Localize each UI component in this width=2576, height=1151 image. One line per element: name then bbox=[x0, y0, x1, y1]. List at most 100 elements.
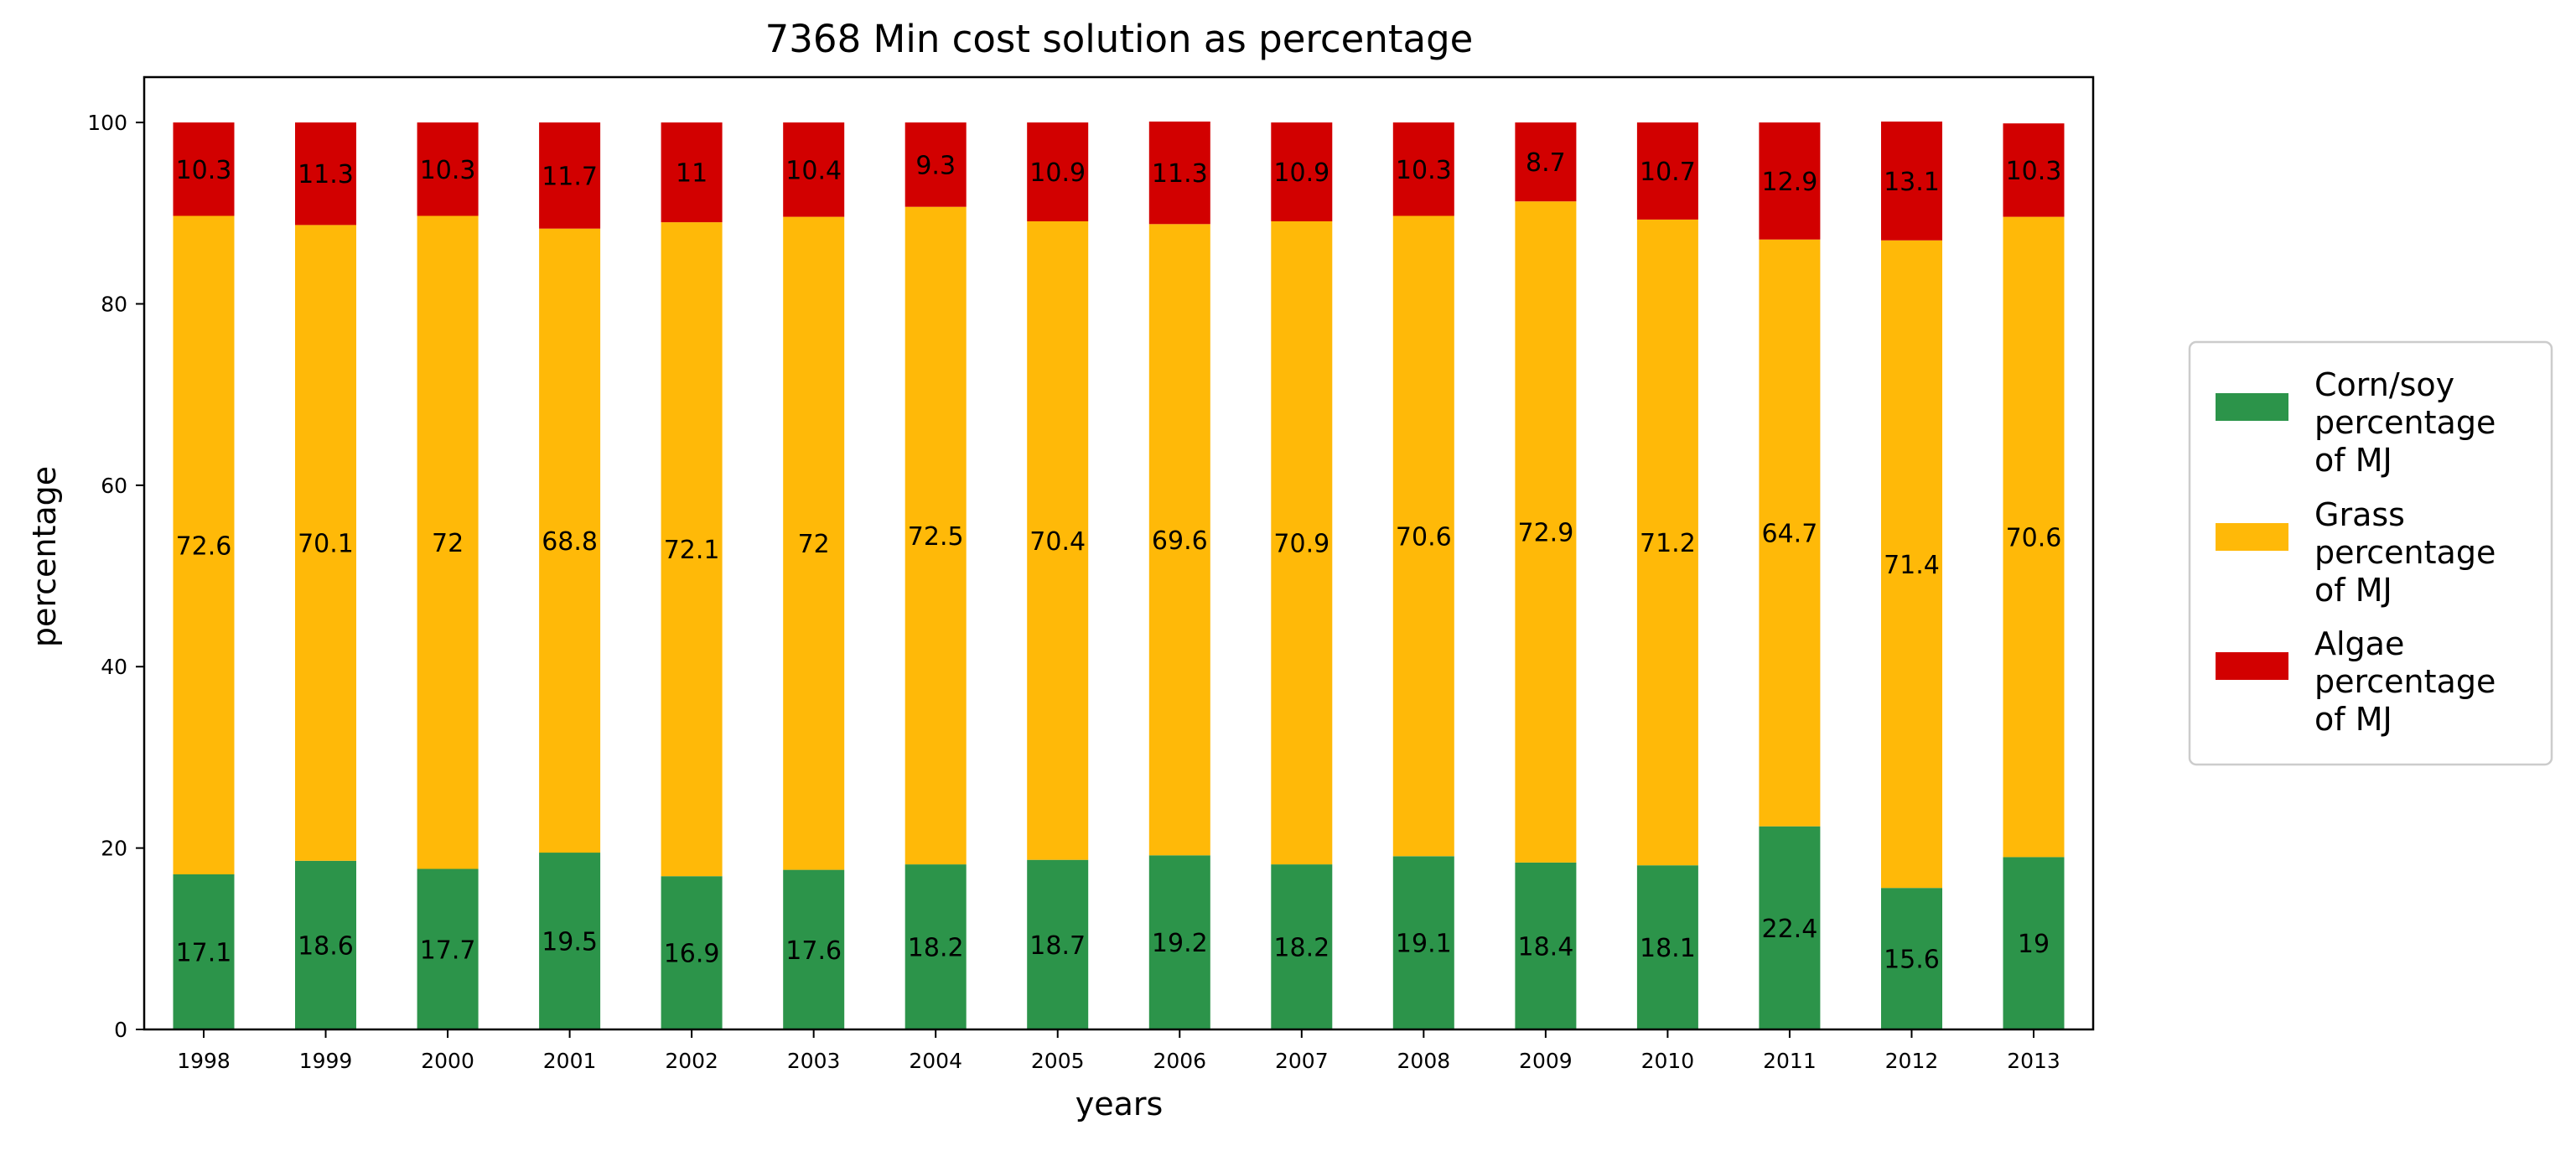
data-label-series-0-2009: 18.4 bbox=[1518, 933, 1574, 962]
x-tick-label-2004: 2004 bbox=[909, 1049, 962, 1073]
x-tick-label-2007: 2007 bbox=[1275, 1049, 1329, 1073]
data-label-series-1-2002: 72.1 bbox=[664, 536, 720, 565]
bar-series-1-2008 bbox=[1392, 215, 1454, 857]
bar-series-0-2003 bbox=[783, 869, 845, 1029]
bar-series-2-2000 bbox=[417, 122, 479, 216]
chart-title: 7368 Min cost solution as percentage bbox=[765, 17, 1474, 61]
data-label-series-1-2012: 71.4 bbox=[1884, 551, 1940, 580]
data-label-series-0-2013: 19 bbox=[2018, 930, 2050, 959]
bar-series-2-2011 bbox=[1759, 122, 1821, 240]
data-label-series-0-2012: 15.6 bbox=[1884, 946, 1940, 975]
bar-series-0-2007 bbox=[1271, 864, 1333, 1029]
y-axis-label: percentage bbox=[26, 466, 63, 647]
data-label-series-2-2012: 13.1 bbox=[1884, 168, 1940, 197]
bar-series-0-2004 bbox=[904, 864, 967, 1029]
data-label-series-2-2009: 8.7 bbox=[1526, 148, 1566, 178]
bar-series-2-2009 bbox=[1515, 122, 1577, 202]
data-label-series-2-1999: 11.3 bbox=[298, 160, 354, 189]
y-tick-label: 40 bbox=[101, 655, 127, 679]
data-label-series-0-2000: 17.7 bbox=[420, 936, 476, 965]
data-label-series-0-2002: 16.9 bbox=[664, 940, 720, 969]
data-label-series-0-2001: 19.5 bbox=[542, 928, 598, 957]
bar-series-1-1999 bbox=[295, 225, 356, 861]
data-label-series-0-2006: 19.2 bbox=[1152, 929, 1208, 958]
bar-series-0-2010 bbox=[1636, 865, 1698, 1029]
data-label-series-0-2004: 18.2 bbox=[908, 934, 964, 963]
x-tick-label-2008: 2008 bbox=[1397, 1049, 1451, 1073]
x-tick-label-2000: 2000 bbox=[421, 1049, 474, 1073]
x-tick-label-2011: 2011 bbox=[1763, 1049, 1817, 1073]
y-tick-label: 80 bbox=[101, 292, 127, 316]
data-label-series-0-2010: 18.1 bbox=[1640, 934, 1696, 963]
data-label-series-1-2009: 72.9 bbox=[1518, 519, 1574, 548]
bar-series-2-2006 bbox=[1148, 122, 1210, 225]
x-tick-label-2003: 2003 bbox=[787, 1049, 841, 1073]
data-label-series-2-2005: 10.9 bbox=[1029, 158, 1086, 188]
bar-series-1-2002 bbox=[661, 222, 723, 877]
y-tick-label: 100 bbox=[87, 111, 127, 135]
legend: Corn/soy percentage of MJ Grass percentage of… bbox=[2188, 340, 2553, 766]
bar-series-0-2009 bbox=[1515, 862, 1577, 1029]
data-label-series-1-2004: 72.5 bbox=[908, 522, 964, 552]
data-label-series-2-2010: 10.7 bbox=[1640, 158, 1696, 187]
bar-series-2-1998 bbox=[173, 122, 235, 216]
legend-label-2: Algae percentage of MJ bbox=[2314, 625, 2496, 738]
data-label-series-2-2001: 11.7 bbox=[542, 162, 598, 191]
bar-series-2-2013 bbox=[2003, 123, 2065, 217]
axes-layer: 0 20 40 60 80 100 1998 1999 2000 2001 2002 2003 2004… bbox=[87, 75, 2095, 1073]
bar-series-0-2000 bbox=[417, 868, 479, 1029]
legend-swatch-2 bbox=[2216, 652, 2288, 680]
bar-series-2-2007 bbox=[1271, 122, 1333, 221]
bar-series-2-2001 bbox=[539, 122, 601, 229]
bar-series-0-2012 bbox=[1881, 888, 1942, 1029]
data-label-series-2-2013: 10.3 bbox=[2006, 157, 2062, 186]
data-label-series-2-2008: 10.3 bbox=[1396, 156, 1452, 185]
data-label-series-1-2000: 72 bbox=[432, 529, 464, 558]
legend-label-1: Grass percentage of MJ bbox=[2314, 496, 2496, 609]
bar-series-1-2005 bbox=[1027, 221, 1089, 860]
bar-series-1-2001 bbox=[539, 228, 601, 853]
bar-series-1-2010 bbox=[1636, 219, 1698, 866]
bar-series-2-2004 bbox=[904, 122, 967, 207]
bar-series-2-2008 bbox=[1392, 122, 1454, 216]
bar-series-1-2000 bbox=[417, 215, 479, 869]
bar-series-0-2005 bbox=[1027, 859, 1089, 1029]
bar-series-2-2002 bbox=[661, 122, 723, 223]
data-label-series-1-1999: 70.1 bbox=[298, 530, 354, 559]
data-label-series-1-1998: 72.6 bbox=[176, 531, 232, 561]
data-label-series-1-2003: 72 bbox=[798, 530, 830, 559]
x-tick-label-2001: 2001 bbox=[543, 1049, 597, 1073]
legend-label-0: Corn/soy percentage of MJ bbox=[2314, 366, 2496, 479]
x-tick-label-2012: 2012 bbox=[1885, 1049, 1939, 1073]
bar-series-1-2013 bbox=[2003, 216, 2065, 858]
bar-series-0-2006 bbox=[1148, 855, 1210, 1029]
bar-series-0-1998 bbox=[173, 874, 235, 1029]
bar-series-0-2011 bbox=[1759, 826, 1821, 1029]
data-label-series-1-2010: 71.2 bbox=[1640, 529, 1696, 558]
data-label-series-2-1998: 10.3 bbox=[176, 156, 232, 185]
data-labels-layer: 17.1 18.6 17.7 19.5 16.9 17.6 18.2 18.7 19.2 18.2… bbox=[176, 148, 2062, 974]
bar-series-2-2012 bbox=[1881, 122, 1942, 241]
bar-series-1-2007 bbox=[1271, 221, 1333, 865]
data-label-series-1-2011: 64.7 bbox=[1762, 520, 1818, 549]
x-tick-label-2002: 2002 bbox=[665, 1049, 718, 1073]
x-tick-label-2010: 2010 bbox=[1641, 1049, 1695, 1073]
data-label-series-1-2007: 70.9 bbox=[1273, 530, 1329, 559]
bar-series-2-2003 bbox=[783, 122, 845, 217]
bar-series-0-2002 bbox=[661, 876, 723, 1029]
bar-series-1-1998 bbox=[173, 215, 235, 874]
bar-series-1-2004 bbox=[904, 206, 967, 865]
data-label-series-0-2007: 18.2 bbox=[1273, 934, 1329, 963]
x-axis-label: years bbox=[1075, 1086, 1164, 1122]
bar-series-1-2003 bbox=[783, 216, 845, 870]
y-tick-label: 60 bbox=[101, 474, 127, 498]
x-tick-label-2009: 2009 bbox=[1519, 1049, 1573, 1073]
data-label-series-1-2005: 70.4 bbox=[1029, 527, 1086, 557]
bar-series-0-2008 bbox=[1392, 856, 1454, 1029]
x-tick-label-1998: 1998 bbox=[177, 1049, 231, 1073]
x-tick-label-2013: 2013 bbox=[2007, 1049, 2060, 1073]
x-tick-label-2006: 2006 bbox=[1153, 1049, 1206, 1073]
bars-layer bbox=[173, 122, 2065, 1029]
data-label-series-0-2008: 19.1 bbox=[1396, 930, 1452, 959]
